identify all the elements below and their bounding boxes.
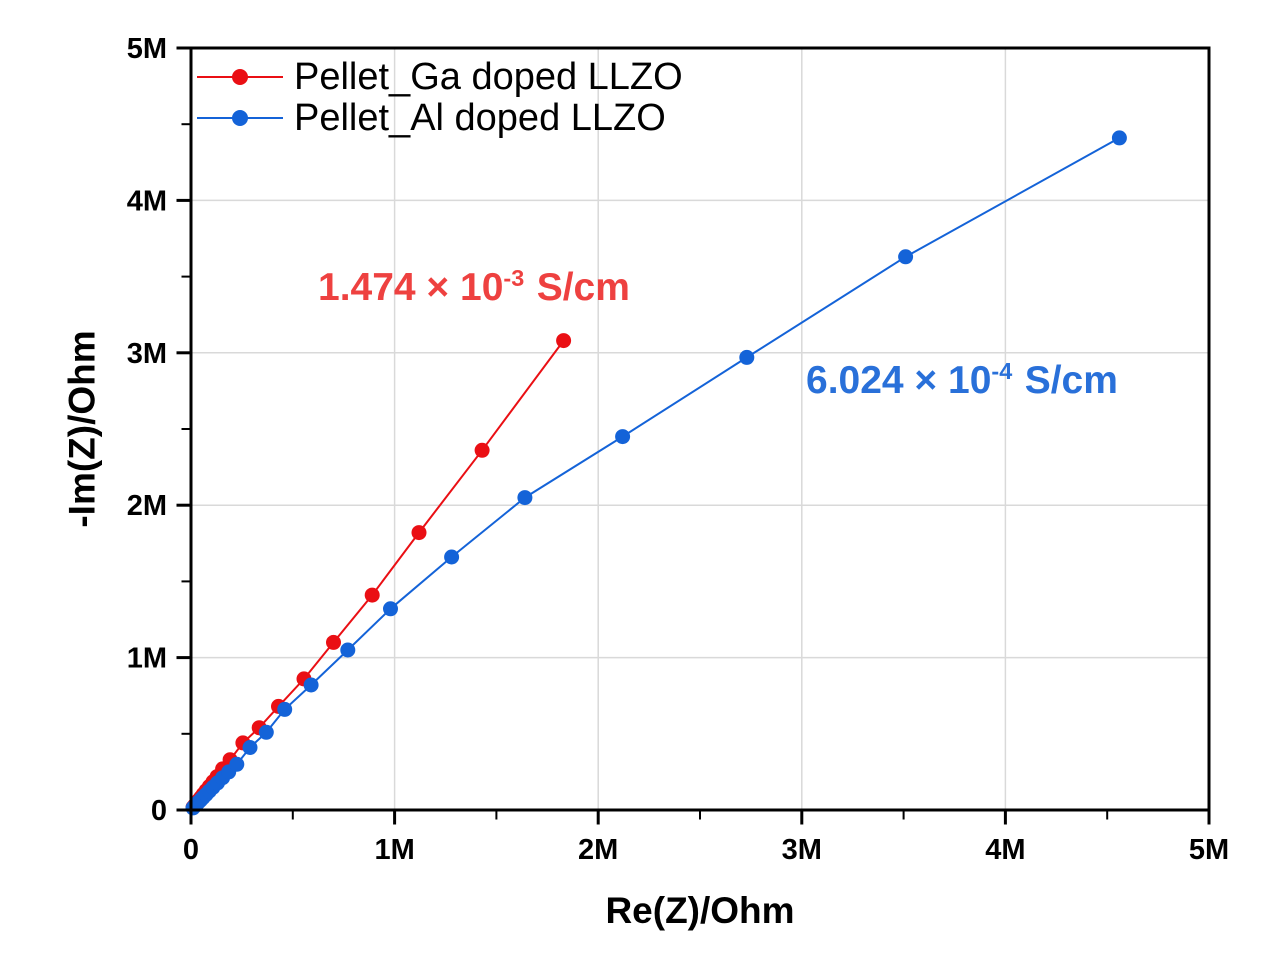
data-point-al: [258, 724, 274, 740]
annotation-conductivity-al: 6.024 × 10-4 S/cm: [806, 358, 1118, 402]
data-point-ga: [474, 442, 490, 458]
data-point-ga: [411, 525, 427, 541]
series-line-ga: [192, 340, 565, 809]
x-tick-label: 0: [183, 834, 199, 866]
data-point-al: [340, 642, 356, 658]
x-axis-title: Re(Z)/Ohm: [605, 890, 795, 931]
legend-marker-red-dot: [232, 68, 248, 85]
data-point-al: [615, 429, 631, 445]
legend-item-ga-doped-llzo: Pellet_Ga doped LLZO: [197, 56, 683, 97]
x-tick-label: 2M: [578, 834, 618, 866]
y-tick-label: 4M: [127, 185, 167, 217]
gridlines: [191, 48, 1209, 810]
y-tick-label: 5M: [127, 33, 167, 65]
legend-label-al: Pellet_Al doped LLZO: [294, 96, 666, 139]
legend-line-blue: [197, 109, 283, 126]
axis-ticks: [176, 46, 1211, 825]
legend: Pellet_Ga doped LLZO Pellet_Al doped LLZ…: [197, 56, 683, 138]
data-point-ga: [326, 634, 341, 650]
annotation-al-unit: S/cm: [1024, 359, 1118, 402]
data-point-al: [303, 677, 319, 693]
data-point-al: [242, 740, 258, 755]
data-point-ga: [556, 333, 572, 349]
data-point-ga: [364, 587, 380, 603]
y-axis-title: -Im(Z)/Ohm: [61, 330, 103, 528]
data-point-al: [898, 249, 914, 265]
data-point-al: [1111, 130, 1127, 146]
y-tick-label: 2M: [127, 490, 167, 522]
y-tick-label: 3M: [127, 338, 167, 370]
plot-frame: [189, 46, 1211, 812]
annotation-al-base: 6.024 × 10: [806, 359, 992, 402]
annotation-ga-base: 1.474 × 10: [318, 266, 504, 309]
series-al: [185, 130, 1127, 816]
series-ga: [185, 333, 572, 815]
tick-labels: 0 1M 2M 3M 4M 5M 0 1M 2M 3M 4M 5M: [127, 33, 1229, 866]
legend-item-al-doped-llzo: Pellet_Al doped LLZO: [197, 97, 683, 138]
x-tick-label: 4M: [985, 834, 1025, 866]
data-point-al: [229, 756, 245, 772]
annotation-al-exponent: -4: [991, 358, 1013, 384]
series-line-al: [192, 137, 1120, 809]
legend-line-red: [197, 68, 283, 85]
legend-label-ga: Pellet_Ga doped LLZO: [294, 55, 683, 98]
data-point-al: [277, 701, 293, 717]
annotation-conductivity-ga: 1.474 × 10-3 S/cm: [318, 265, 630, 309]
data-point-al: [444, 549, 460, 565]
data-point-al: [739, 349, 755, 365]
data-point-al: [383, 601, 398, 617]
y-tick-label: 0: [151, 795, 167, 827]
x-tick-label: 1M: [374, 834, 414, 866]
data-point-al: [517, 490, 533, 506]
x-tick-label: 3M: [782, 834, 822, 866]
annotation-ga-unit: S/cm: [536, 266, 630, 309]
annotation-ga-exponent: -3: [503, 265, 525, 291]
legend-marker-blue-dot: [232, 109, 248, 126]
y-tick-label: 1M: [127, 643, 167, 675]
x-tick-label: 5M: [1189, 834, 1229, 866]
